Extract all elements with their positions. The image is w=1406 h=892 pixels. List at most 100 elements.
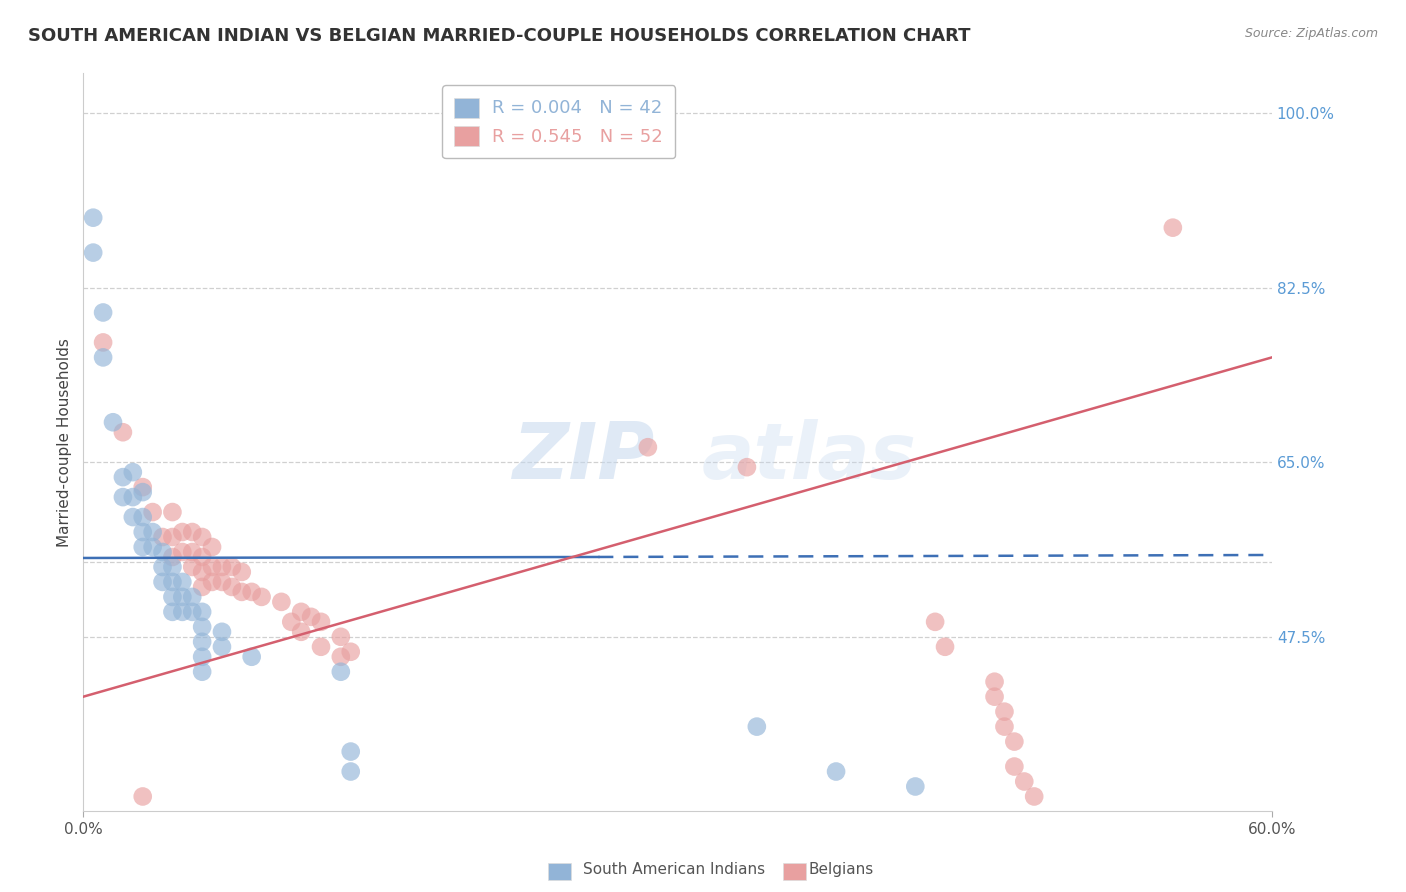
Point	[191, 565, 214, 579]
Point	[142, 540, 165, 554]
Point	[221, 560, 243, 574]
Point	[162, 560, 184, 574]
Point	[290, 624, 312, 639]
Point	[231, 565, 253, 579]
Point	[132, 524, 155, 539]
Point	[1024, 789, 1046, 804]
Point	[191, 549, 214, 564]
Point	[181, 545, 204, 559]
Point	[1002, 759, 1025, 773]
Point	[735, 460, 758, 475]
Point	[983, 674, 1005, 689]
Point	[211, 560, 233, 574]
Point	[309, 640, 332, 654]
Text: Source: ZipAtlas.com: Source: ZipAtlas.com	[1244, 27, 1378, 40]
Point	[181, 560, 204, 574]
Point	[339, 745, 361, 759]
Point	[211, 624, 233, 639]
Point	[111, 425, 134, 440]
Point	[162, 590, 184, 604]
Point	[181, 605, 204, 619]
Point	[329, 649, 352, 664]
Point	[339, 645, 361, 659]
Point	[162, 505, 184, 519]
Point	[181, 590, 204, 604]
Point	[142, 524, 165, 539]
Point	[152, 560, 174, 574]
Point	[142, 505, 165, 519]
Point	[191, 605, 214, 619]
Point	[904, 780, 927, 794]
Point	[211, 640, 233, 654]
Point	[162, 574, 184, 589]
Point	[121, 465, 143, 479]
Point	[191, 620, 214, 634]
Point	[934, 640, 956, 654]
Point	[132, 480, 155, 494]
Point	[181, 524, 204, 539]
Point	[91, 351, 114, 365]
Point	[1002, 734, 1025, 748]
Point	[121, 490, 143, 504]
Point	[82, 245, 104, 260]
Point	[162, 530, 184, 544]
Text: Belgians: Belgians	[808, 863, 873, 877]
Point	[240, 585, 263, 599]
Y-axis label: Married-couple Households: Married-couple Households	[58, 338, 72, 547]
Point	[152, 530, 174, 544]
Point	[132, 510, 155, 524]
Point	[290, 605, 312, 619]
Point	[91, 335, 114, 350]
Point	[250, 590, 273, 604]
Point	[270, 595, 292, 609]
Point	[172, 605, 194, 619]
Point	[211, 574, 233, 589]
Point	[1014, 774, 1036, 789]
Point	[339, 764, 361, 779]
Point	[231, 585, 253, 599]
Text: South American Indians: South American Indians	[583, 863, 766, 877]
Point	[637, 440, 659, 454]
Point	[993, 705, 1015, 719]
Point	[132, 485, 155, 500]
Point	[191, 580, 214, 594]
Point	[924, 615, 946, 629]
Point	[983, 690, 1005, 704]
Point	[191, 635, 214, 649]
Point	[172, 574, 194, 589]
Point	[329, 665, 352, 679]
Point	[299, 610, 322, 624]
Text: ZIP: ZIP	[512, 419, 654, 495]
Point	[240, 649, 263, 664]
Point	[745, 720, 768, 734]
Point	[201, 540, 224, 554]
Point	[201, 560, 224, 574]
Point	[111, 490, 134, 504]
Point	[825, 764, 848, 779]
Point	[152, 545, 174, 559]
Point	[172, 524, 194, 539]
Point	[993, 720, 1015, 734]
Point	[309, 615, 332, 629]
Point	[280, 615, 302, 629]
Point	[132, 540, 155, 554]
Point	[121, 510, 143, 524]
Point	[191, 649, 214, 664]
Legend: R = 0.004   N = 42, R = 0.545   N = 52: R = 0.004 N = 42, R = 0.545 N = 52	[441, 86, 675, 159]
Point	[132, 789, 155, 804]
Point	[162, 549, 184, 564]
Point	[152, 574, 174, 589]
Point	[191, 665, 214, 679]
Point	[111, 470, 134, 484]
Point	[191, 530, 214, 544]
Text: SOUTH AMERICAN INDIAN VS BELGIAN MARRIED-COUPLE HOUSEHOLDS CORRELATION CHART: SOUTH AMERICAN INDIAN VS BELGIAN MARRIED…	[28, 27, 970, 45]
Point	[91, 305, 114, 319]
Point	[172, 545, 194, 559]
Point	[162, 605, 184, 619]
Text: atlas: atlas	[702, 419, 917, 495]
Point	[201, 574, 224, 589]
Point	[329, 630, 352, 644]
Point	[101, 415, 124, 429]
Point	[172, 590, 194, 604]
Point	[82, 211, 104, 225]
